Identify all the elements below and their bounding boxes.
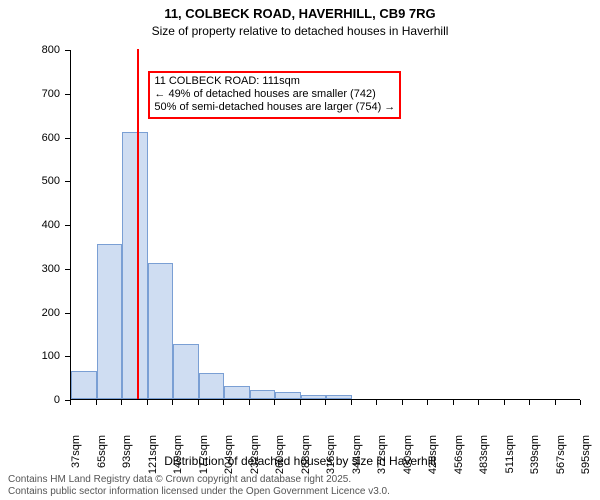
x-tick-label: 483sqm — [478, 435, 490, 485]
annotation-line: ← 49% of detached houses are smaller (74… — [154, 88, 395, 101]
chart-subtitle: Size of property relative to detached ho… — [0, 24, 600, 38]
x-tick-mark — [300, 400, 301, 405]
histogram-bar — [250, 390, 276, 399]
x-tick-label: 121sqm — [147, 435, 159, 485]
y-tick-mark — [65, 181, 70, 182]
y-tick-label: 800 — [0, 44, 60, 56]
x-tick-label: 595sqm — [580, 435, 592, 485]
x-tick-mark — [249, 400, 250, 405]
histogram-bar — [301, 395, 327, 399]
x-tick-mark — [198, 400, 199, 405]
x-tick-label: 177sqm — [198, 435, 210, 485]
x-tick-label: 428sqm — [427, 435, 439, 485]
x-tick-mark — [427, 400, 428, 405]
y-tick-label: 700 — [0, 88, 60, 100]
x-tick-label: 511sqm — [504, 435, 516, 485]
histogram-bar — [148, 263, 174, 399]
annotation-line: 11 COLBECK ROAD: 111sqm — [154, 75, 395, 88]
x-tick-label: 65sqm — [96, 435, 108, 485]
x-tick-mark — [376, 400, 377, 405]
histogram-bar — [122, 132, 148, 399]
y-tick-label: 0 — [0, 394, 60, 406]
y-tick-label: 400 — [0, 219, 60, 231]
x-tick-label: 344sqm — [351, 435, 363, 485]
annotation-line: 50% of semi-detached houses are larger (… — [154, 101, 395, 114]
chart-title: 11, COLBECK ROAD, HAVERHILL, CB9 7RG — [0, 6, 600, 21]
x-tick-mark — [121, 400, 122, 405]
y-tick-mark — [65, 313, 70, 314]
y-tick-label: 100 — [0, 350, 60, 362]
x-tick-mark — [351, 400, 352, 405]
histogram-bar — [173, 344, 199, 399]
x-tick-mark — [478, 400, 479, 405]
x-tick-mark — [172, 400, 173, 405]
x-tick-mark — [274, 400, 275, 405]
x-tick-mark — [223, 400, 224, 405]
x-tick-label: 539sqm — [529, 435, 541, 485]
x-tick-mark — [580, 400, 581, 405]
y-tick-mark — [65, 50, 70, 51]
x-tick-mark — [555, 400, 556, 405]
plot-area: 11 COLBECK ROAD: 111sqm← 49% of detached… — [70, 50, 580, 400]
y-tick-label: 500 — [0, 175, 60, 187]
x-tick-mark — [325, 400, 326, 405]
x-tick-mark — [529, 400, 530, 405]
x-tick-label: 567sqm — [555, 435, 567, 485]
y-tick-mark — [65, 269, 70, 270]
y-tick-label: 200 — [0, 307, 60, 319]
y-tick-mark — [65, 94, 70, 95]
x-tick-label: 400sqm — [402, 435, 414, 485]
x-tick-label: 288sqm — [300, 435, 312, 485]
x-tick-label: 232sqm — [249, 435, 261, 485]
x-tick-mark — [70, 400, 71, 405]
histogram-bar — [199, 373, 225, 399]
y-tick-mark — [65, 356, 70, 357]
property-marker-line — [137, 49, 139, 399]
x-tick-mark — [504, 400, 505, 405]
histogram-bar — [224, 386, 250, 399]
y-tick-mark — [65, 225, 70, 226]
annotation-box: 11 COLBECK ROAD: 111sqm← 49% of detached… — [148, 71, 401, 119]
x-tick-label: 93sqm — [121, 435, 133, 485]
x-tick-mark — [147, 400, 148, 405]
x-tick-label: 149sqm — [172, 435, 184, 485]
x-tick-label: 372sqm — [376, 435, 388, 485]
histogram-bar — [71, 371, 97, 399]
y-tick-label: 300 — [0, 263, 60, 275]
y-tick-label: 600 — [0, 132, 60, 144]
property-size-chart: 11, COLBECK ROAD, HAVERHILL, CB9 7RG Siz… — [0, 0, 600, 500]
y-tick-mark — [65, 138, 70, 139]
x-tick-mark — [96, 400, 97, 405]
x-tick-label: 456sqm — [453, 435, 465, 485]
histogram-bar — [97, 244, 123, 399]
histogram-bar — [326, 395, 352, 399]
x-tick-label: 37sqm — [70, 435, 82, 485]
x-tick-label: 260sqm — [274, 435, 286, 485]
x-tick-mark — [453, 400, 454, 405]
x-tick-label: 316sqm — [325, 435, 337, 485]
histogram-bar — [275, 392, 301, 399]
x-tick-label: 204sqm — [223, 435, 235, 485]
x-tick-mark — [402, 400, 403, 405]
footer-line-2: Contains public sector information licen… — [8, 486, 390, 498]
